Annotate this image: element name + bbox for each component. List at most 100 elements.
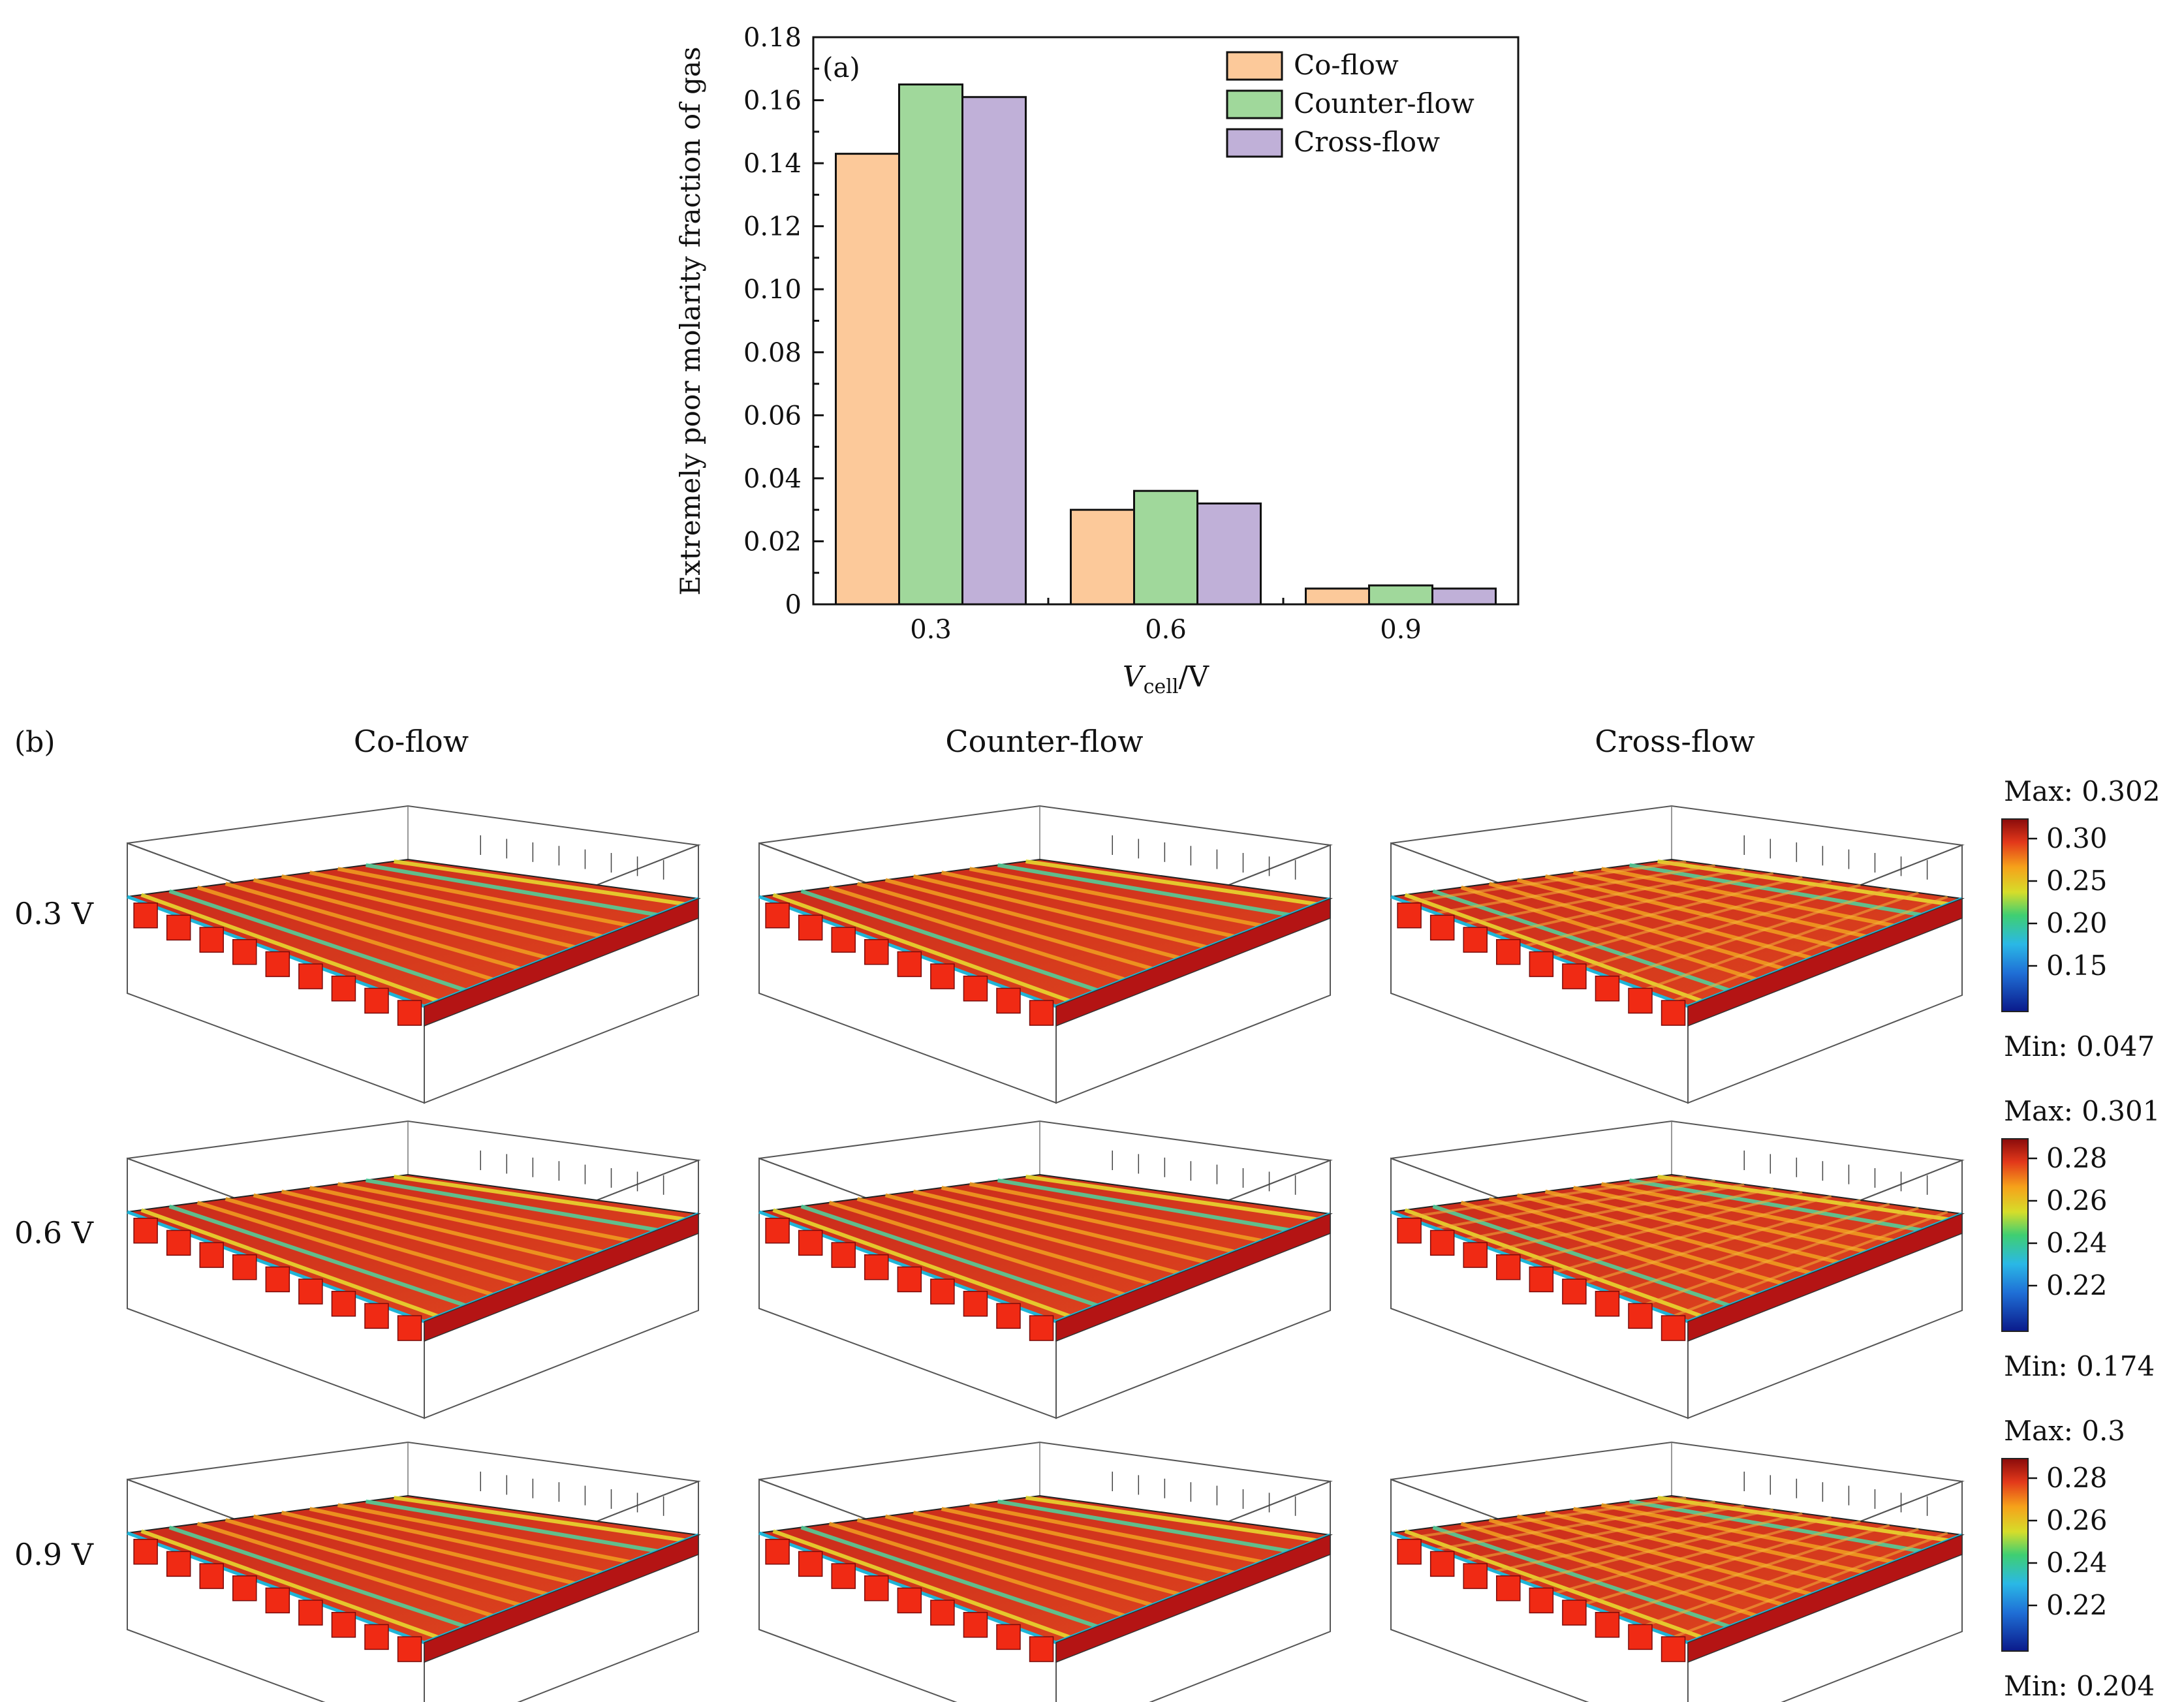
column-title-co-flow: Co-flow (354, 724, 469, 759)
plate-stripe (884, 1193, 1180, 1275)
plate-stripe (1629, 1499, 1922, 1553)
plate-stripe (196, 885, 493, 982)
cross-stripe (1583, 1520, 1861, 1606)
channel-block (1496, 938, 1521, 965)
colorbar-1: Max: 0.302 0.30 0.25 0.20 0.15 Min: 0.047 (2001, 775, 2160, 1062)
bar-counter-flow (1133, 489, 1198, 606)
plate-stripe (365, 1178, 658, 1232)
plate-stripe (309, 1507, 603, 1575)
colorbar-max-label: Max: 0.302 (2004, 775, 2160, 807)
plate-stripe (225, 1197, 521, 1286)
plate-stripe (281, 874, 576, 950)
column-title-counter-flow: Counter-flow (945, 724, 1143, 759)
plate-stripe (140, 1529, 439, 1639)
cross-stripe (1405, 1175, 1687, 1219)
cross-stripe (1405, 860, 1687, 904)
channel-block (864, 938, 889, 965)
y-tick-label: 0.02 (743, 527, 802, 557)
x-tick-label: 0.6 (1145, 615, 1187, 645)
channel-block (1029, 1315, 1054, 1341)
cross-stripe (1613, 1524, 1890, 1617)
channel-block (1562, 1278, 1587, 1305)
channel-block (1562, 1600, 1587, 1626)
cross-stripe (1643, 1207, 1919, 1307)
plate-stripe (1488, 1518, 1785, 1607)
plate-stripe (225, 1518, 521, 1607)
channel-block (930, 1600, 955, 1626)
x-label-unit: /V (1178, 660, 1209, 694)
channel-block (798, 1551, 823, 1577)
channel-block (166, 1230, 191, 1256)
channel-block (996, 1624, 1021, 1650)
colorbar-max-label: Max: 0.301 (2004, 1095, 2160, 1127)
colorbar-3: Max: 0.3 0.28 0.26 0.24 0.22 Min: 0.204 (2001, 1415, 2155, 1702)
plate-stripe (196, 1200, 493, 1297)
wire-right (1687, 1480, 1963, 1702)
panel-a-label: (a) (822, 52, 860, 84)
colorbar-gradient (2001, 1458, 2029, 1652)
channel-block (831, 927, 856, 953)
plate-stripe (1629, 863, 1922, 917)
plate-side (424, 1534, 699, 1663)
heatmap-cell-counter-flow (758, 1441, 1333, 1702)
channel-block (897, 1587, 922, 1614)
channel-block (963, 975, 988, 1002)
y-tick-label: 0.06 (743, 401, 802, 431)
channel-block (331, 975, 356, 1002)
x-axis-ticks: 0.3 0.6 0.9 (910, 598, 1422, 645)
bar-co-flow (1305, 587, 1370, 606)
cross-stripe (1583, 1199, 1861, 1285)
plate-stripe (394, 1174, 685, 1222)
wire-right (424, 1159, 699, 1419)
colorbar-min-label: Min: 0.174 (2004, 1350, 2155, 1382)
plate-side (1687, 897, 1963, 1027)
channel-block (765, 1217, 790, 1244)
plate-stripe (772, 893, 1071, 1003)
plate-stripe (253, 1193, 548, 1275)
wire-right (1687, 844, 1963, 1104)
heatmap-cells (127, 805, 1965, 1702)
channel-block (930, 1278, 955, 1305)
plate-stripe (913, 874, 1208, 950)
plate-stripe (1544, 1510, 1839, 1586)
bar-chart-panel-a: 0 0.02 0.04 0.06 0.08 0.10 0.12 0.14 0.16 0.18 0.… (674, 23, 1520, 698)
plate-stripe (800, 889, 1098, 993)
channel-block (963, 1611, 988, 1638)
plate-stripe (1460, 1521, 1757, 1618)
channel-block (798, 1230, 823, 1256)
cross-stripe (1435, 1179, 1716, 1230)
cross-stripe (1524, 1191, 1803, 1263)
cross-stripe (1524, 1512, 1803, 1584)
channel-block (996, 987, 1021, 1014)
cross-stripe (1494, 1187, 1774, 1252)
heatmap-cell-counter-flow (758, 1120, 1333, 1419)
channel-block (1661, 1636, 1686, 1662)
plate-stripe (281, 1189, 576, 1265)
heatmap-cell-co-flow (127, 805, 701, 1104)
channel-block (897, 1266, 922, 1293)
colorbar-2: Max: 0.301 0.28 0.26 0.24 0.22 Min: 0.174 (2001, 1095, 2160, 1382)
plate-stripe (913, 1510, 1208, 1586)
channel-block (265, 1266, 290, 1293)
y-tick-label: 0.10 (743, 275, 802, 305)
plate-stripe (309, 871, 603, 938)
cross-stripe (1465, 1504, 1745, 1562)
plate-stripe (856, 1518, 1153, 1607)
plate-stripe (337, 1182, 631, 1243)
cross-stripe (1435, 1500, 1716, 1551)
plate-stripe (1432, 1204, 1730, 1308)
legend-label: Cross-flow (1294, 126, 1440, 158)
heatmap-cell-cross-flow (1390, 1120, 1965, 1419)
plate-stripe (941, 1186, 1235, 1254)
channel-block (133, 1538, 158, 1565)
plate-stripe (1544, 874, 1839, 950)
channel-block (1595, 1290, 1620, 1317)
channel-block (765, 1538, 790, 1565)
plate-stripe (1600, 1503, 1894, 1564)
legend-label: Co-flow (1294, 49, 1399, 81)
plate-stripe (1657, 1495, 1949, 1543)
row-label-0-9v: 0.9 V (14, 1537, 94, 1572)
plate-stripe (997, 1178, 1290, 1232)
bar-cross-flow (961, 96, 1027, 606)
